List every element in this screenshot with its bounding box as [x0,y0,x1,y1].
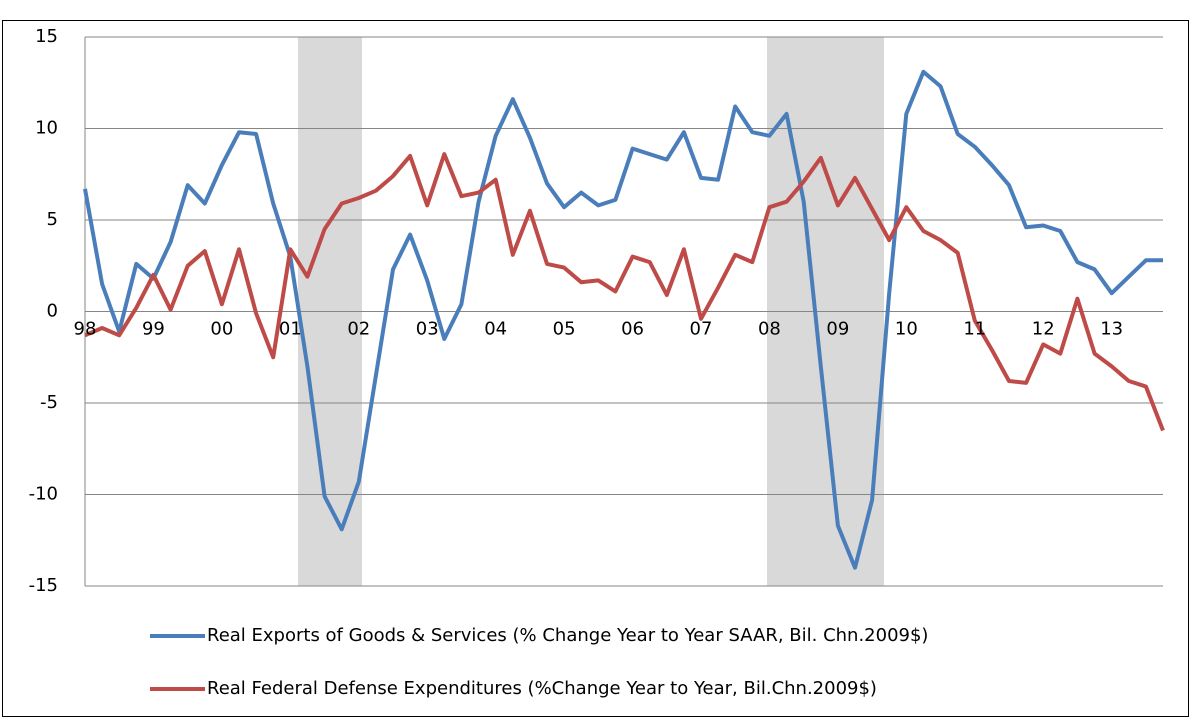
y-tick-label: 5 [47,209,58,230]
series-line [84,152,1165,432]
plot [83,69,1165,570]
x-tick-label: 01 [279,319,302,340]
x-tick-label: 99 [142,319,165,340]
x-tick-label: 00 [210,319,233,340]
x-tick-label: 11 [963,319,986,340]
y-tick-label: -5 [40,392,58,413]
x-tick-label: 07 [690,319,713,340]
x-tick-label: 09 [826,319,849,340]
series-line [83,69,1163,570]
y-tick-label: 0 [47,301,58,322]
x-tick-label: 05 [553,319,576,340]
x-tick-label: 13 [1100,319,1123,340]
legend-label: Real Federal Defense Expenditures (%Chan… [207,678,877,699]
x-tick-label: 03 [416,319,439,340]
legend-label: Real Exports of Goods & Services (% Chan… [207,625,928,646]
x-tick-label: 10 [895,319,918,340]
x-tick-label: 08 [758,319,781,340]
grid [84,36,1163,587]
chart-border [2,20,1189,717]
x-tick-label: 12 [1032,319,1055,340]
x-tick-label: 04 [484,319,507,340]
y-tick-label: -10 [29,484,58,505]
y-tick-label: -15 [29,575,58,596]
y-tick-label: 10 [35,118,58,139]
x-tick-label: 06 [621,319,644,340]
x-tick-label: 02 [347,319,370,340]
x-tick-label: 98 [74,319,97,340]
y-tick-label: 15 [35,26,58,47]
